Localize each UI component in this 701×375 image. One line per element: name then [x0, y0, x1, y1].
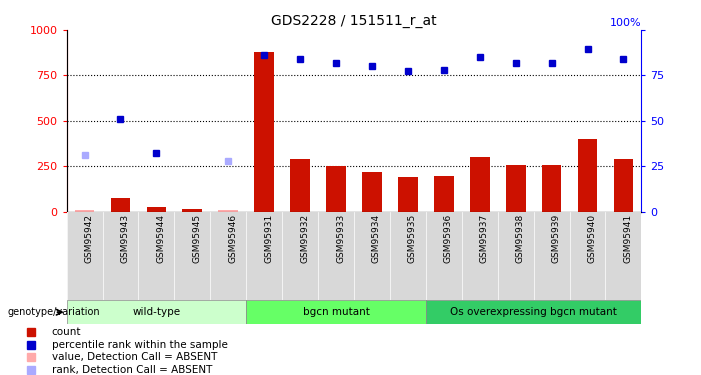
Text: GSM95944: GSM95944 — [156, 214, 165, 262]
Text: GSM95938: GSM95938 — [516, 214, 524, 263]
Bar — [254, 52, 274, 212]
Title: GDS2228 / 151511_r_at: GDS2228 / 151511_r_at — [271, 13, 437, 28]
Text: genotype/variation: genotype/variation — [7, 307, 100, 317]
Bar — [290, 159, 310, 212]
Text: percentile rank within the sample: percentile rank within the sample — [52, 340, 228, 350]
Text: rank, Detection Call = ABSENT: rank, Detection Call = ABSENT — [52, 365, 212, 375]
Text: GSM95933: GSM95933 — [336, 214, 345, 263]
Bar — [75, 210, 95, 212]
Bar — [182, 209, 202, 212]
Text: GSM95935: GSM95935 — [408, 214, 417, 263]
Text: GSM95936: GSM95936 — [444, 214, 453, 263]
Text: GSM95946: GSM95946 — [229, 214, 237, 263]
Text: GSM95940: GSM95940 — [587, 214, 597, 263]
Text: bgcn mutant: bgcn mutant — [303, 307, 369, 317]
Bar — [542, 165, 562, 212]
Text: GSM95945: GSM95945 — [192, 214, 201, 263]
Text: 100%: 100% — [610, 18, 641, 28]
Bar — [67, 300, 246, 324]
Text: Os overexpressing bgcn mutant: Os overexpressing bgcn mutant — [450, 307, 617, 317]
Text: count: count — [52, 327, 81, 337]
Bar — [426, 300, 641, 324]
Bar — [613, 159, 633, 212]
Text: GSM95937: GSM95937 — [479, 214, 489, 263]
Bar — [434, 176, 454, 212]
Text: GSM95941: GSM95941 — [623, 214, 632, 263]
Bar — [470, 158, 489, 212]
Bar — [111, 198, 130, 212]
Bar — [219, 210, 238, 212]
Text: GSM95939: GSM95939 — [552, 214, 561, 263]
Text: GSM95931: GSM95931 — [264, 214, 273, 263]
Text: wild-type: wild-type — [132, 307, 180, 317]
Bar — [362, 172, 382, 212]
Bar — [147, 207, 166, 212]
Bar — [506, 165, 526, 212]
Bar — [326, 166, 346, 212]
Bar — [246, 300, 426, 324]
Text: GSM95943: GSM95943 — [121, 214, 130, 263]
Bar — [578, 139, 597, 212]
Text: GSM95932: GSM95932 — [300, 214, 309, 263]
Text: value, Detection Call = ABSENT: value, Detection Call = ABSENT — [52, 352, 217, 362]
Text: GSM95934: GSM95934 — [372, 214, 381, 263]
Text: GSM95942: GSM95942 — [85, 214, 93, 262]
Bar — [398, 177, 418, 212]
